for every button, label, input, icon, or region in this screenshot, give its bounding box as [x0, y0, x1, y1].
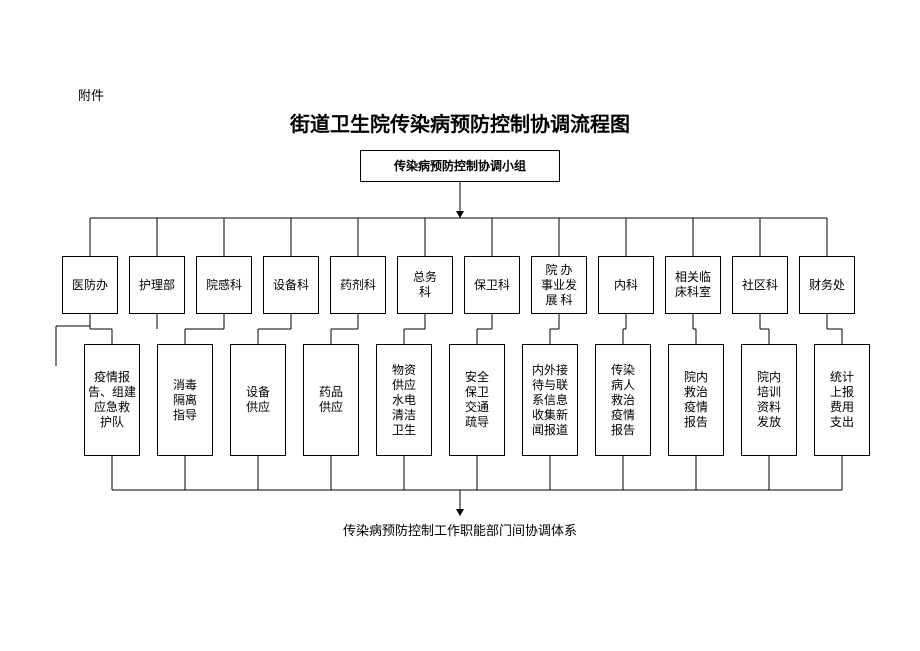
flow-node: 社区科: [732, 256, 788, 314]
flow-node: 设备科: [263, 256, 319, 314]
flow-node: 药剂科: [330, 256, 386, 314]
flow-node: 统计上报费用支出: [814, 344, 870, 456]
flow-node: 传染病人救治疫情报告: [595, 344, 651, 456]
flow-node: 内外接待与联系信息收集新闻报道: [522, 344, 578, 456]
flow-node: 院内培训资料发放: [741, 344, 797, 456]
flow-node: 物资供应水电清洁卫生: [376, 344, 432, 456]
flow-node: 设备供应: [230, 344, 286, 456]
flow-node: 内科: [598, 256, 654, 314]
footer-text: 传染病预防控制工作职能部门间协调体系: [0, 520, 920, 539]
flow-node: 消毒隔离指导: [157, 344, 213, 456]
flow-node: 相关临床科室: [665, 256, 721, 314]
flow-node: 护理部: [129, 256, 185, 314]
flow-node: 保卫科: [464, 256, 520, 314]
attachment-label: 附件: [78, 85, 104, 104]
flow-node: 院 办事业发展 科: [531, 256, 587, 314]
flow-node: 院感科: [196, 256, 252, 314]
flow-node: 传染病预防控制协调小组: [360, 150, 560, 182]
flow-node: 医防办: [62, 256, 118, 314]
flow-node: 财务处: [799, 256, 855, 314]
flow-node: 药品供应: [303, 344, 359, 456]
flow-node: 疫情报告、组建应急救护队: [84, 344, 140, 456]
page-title: 街道卫生院传染病预防控制协调流程图: [0, 108, 920, 137]
flow-node: 院内救治疫情报告: [668, 344, 724, 456]
connectors: [0, 0, 920, 651]
flow-node: 安全保卫交通疏导: [449, 344, 505, 456]
flow-node: 总务科: [397, 256, 453, 314]
